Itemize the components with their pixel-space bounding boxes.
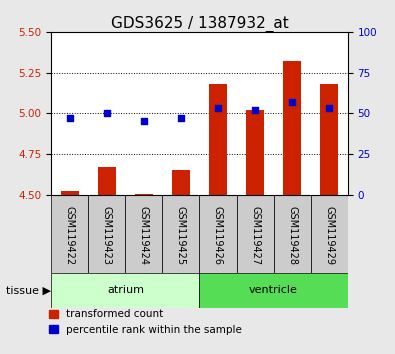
Text: GSM119427: GSM119427 [250,206,260,266]
Bar [209,84,227,195]
Point [252,107,258,113]
Point [178,115,184,121]
Point [326,105,332,111]
Bar [199,273,348,308]
Bar [98,167,116,195]
Point [67,115,73,121]
Bar [172,170,190,195]
Bar [310,195,348,273]
Bar [126,195,162,273]
Text: GSM119428: GSM119428 [287,206,297,266]
Bar [162,195,199,273]
Bar [237,195,274,273]
Bar [274,195,310,273]
Text: GSM119424: GSM119424 [139,206,149,266]
Text: GSM119423: GSM119423 [102,206,112,266]
Text: GSM119422: GSM119422 [65,206,75,266]
Bar [246,110,264,195]
Point [215,105,221,111]
Legend: transformed count, percentile rank within the sample: transformed count, percentile rank withi… [49,309,242,335]
Point [289,99,295,105]
Text: tissue ▶: tissue ▶ [6,285,51,295]
Point [104,110,110,116]
Bar [51,273,199,308]
Title: GDS3625 / 1387932_at: GDS3625 / 1387932_at [111,16,288,32]
Text: ventricle: ventricle [249,285,298,295]
Bar [88,195,126,273]
Bar [283,61,301,195]
Text: GSM119426: GSM119426 [213,206,223,266]
Bar [199,195,237,273]
Point [141,119,147,124]
Text: GSM119425: GSM119425 [176,206,186,266]
Bar [135,194,153,195]
Text: GSM119429: GSM119429 [324,206,334,266]
Bar [51,195,88,273]
Bar [320,84,339,195]
Text: atrium: atrium [107,285,144,295]
Bar [60,192,79,195]
